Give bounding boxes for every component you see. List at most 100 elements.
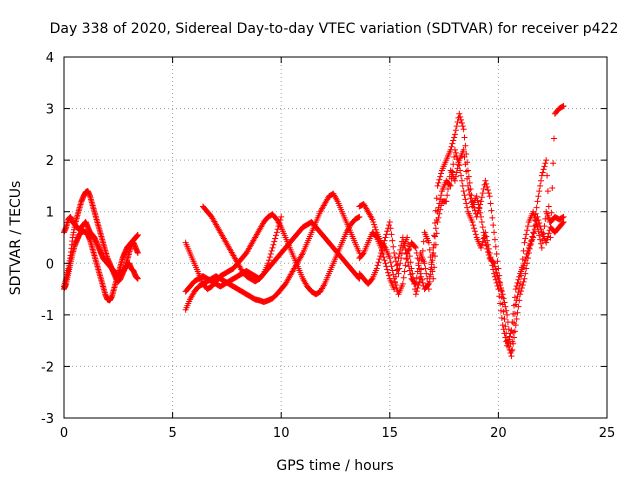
data-point: [451, 177, 458, 184]
data-point: [530, 208, 537, 215]
data-point: [386, 255, 393, 262]
data-point: [429, 268, 436, 275]
data-point: [375, 259, 382, 266]
data-point: [391, 286, 398, 293]
data-point: [438, 170, 445, 177]
data-point: [559, 103, 566, 110]
data-point: [540, 230, 547, 237]
data-point: [443, 198, 450, 205]
data-point: [378, 246, 385, 253]
data-point: [134, 231, 141, 238]
data-point: [269, 244, 276, 251]
data-point: [518, 264, 525, 271]
data-point: [520, 278, 527, 285]
axis-ticks: 0 5 10 15 20 25 -3 -2 -1 0 1 2 3 4: [41, 51, 615, 441]
data-point: [386, 219, 393, 226]
data-point: [523, 231, 530, 238]
data-point: [515, 276, 522, 283]
data-point: [484, 187, 491, 194]
data-point: [511, 294, 518, 301]
data-point: [476, 205, 483, 212]
data-point: [521, 239, 528, 246]
data-point: [134, 249, 141, 256]
data-point: [393, 262, 400, 269]
data-point: [419, 279, 426, 286]
data-point: [411, 279, 418, 286]
data-point: [407, 259, 414, 266]
data-point: [457, 113, 464, 120]
data-point: [438, 192, 445, 199]
data-point: [383, 231, 390, 238]
data-point: [273, 229, 280, 236]
data-point: [519, 256, 526, 263]
data-point: [480, 186, 487, 193]
data-point: [493, 279, 500, 286]
data-point: [458, 172, 465, 179]
data-point: [275, 223, 282, 230]
data-point: [513, 297, 520, 304]
data-point: [548, 209, 555, 216]
data-point: [544, 188, 551, 195]
data-point: [491, 236, 498, 243]
data-point: [463, 200, 470, 207]
data-point: [484, 183, 491, 190]
y-tick-label: -1: [41, 309, 54, 324]
data-point: [522, 270, 529, 277]
data-point: [430, 244, 437, 251]
data-point: [486, 193, 493, 200]
data-point: [542, 215, 549, 222]
data-point: [399, 280, 406, 287]
data-point: [462, 142, 469, 149]
y-tick-label: -2: [41, 360, 54, 375]
data-point: [451, 131, 458, 138]
y-tick-label: 1: [46, 206, 54, 221]
data-point: [545, 230, 552, 237]
data-point: [551, 135, 558, 142]
data-point: [496, 278, 503, 285]
data-point: [471, 225, 478, 232]
series-track-c: [61, 228, 141, 304]
data-point: [456, 110, 463, 117]
data-point: [478, 198, 485, 205]
data-point: [462, 196, 469, 203]
data-point: [436, 176, 443, 183]
y-tick-label: -3: [41, 412, 54, 427]
data-point: [418, 266, 425, 273]
data-point: [523, 265, 530, 272]
data-point: [535, 193, 542, 200]
data-point: [445, 186, 452, 193]
data-point: [482, 239, 489, 246]
data-point: [544, 233, 551, 240]
data-point: [495, 275, 502, 282]
data-point: [469, 219, 476, 226]
data-point: [454, 165, 461, 172]
data-point: [512, 301, 519, 308]
data-point: [523, 254, 530, 261]
data-point: [389, 237, 396, 244]
data-point: [474, 210, 481, 217]
data-point: [511, 320, 518, 327]
data-point: [434, 182, 441, 189]
data-point: [512, 286, 519, 293]
data-point: [372, 224, 379, 231]
data-point: [400, 274, 407, 281]
data-point: [524, 251, 531, 258]
data-point: [530, 229, 537, 236]
data-point: [444, 192, 451, 199]
data-point: [435, 214, 442, 221]
y-tick-label: 3: [46, 103, 54, 118]
data-point: [445, 179, 452, 186]
data-point: [392, 254, 399, 261]
series-track-j: [356, 146, 567, 354]
data-point: [514, 309, 521, 316]
data-point: [537, 236, 544, 243]
data-point: [371, 221, 378, 228]
data-point: [531, 211, 538, 218]
data-point: [422, 265, 429, 272]
data-point: [497, 281, 504, 288]
data-point: [470, 222, 477, 229]
data-point: [501, 330, 508, 337]
data-point: [477, 209, 484, 216]
data-point: [521, 260, 528, 267]
data-point: [495, 265, 502, 272]
